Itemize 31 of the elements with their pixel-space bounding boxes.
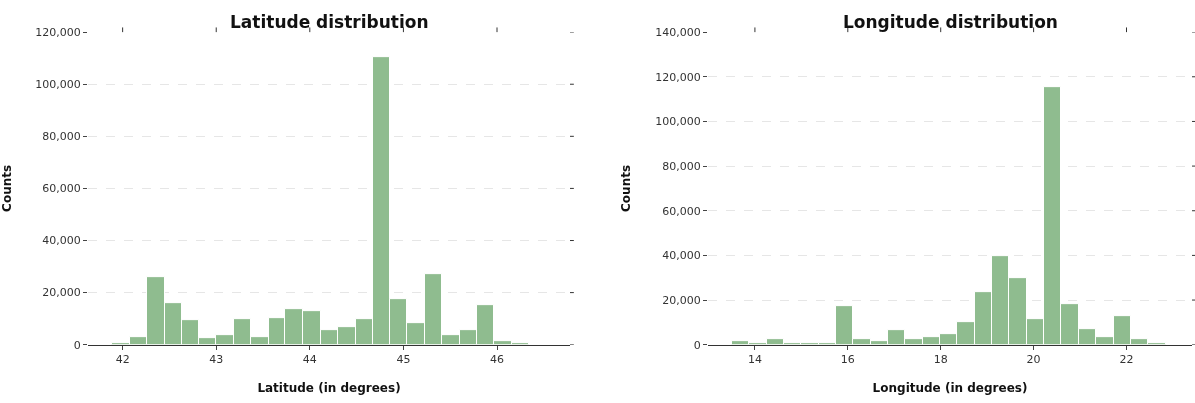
x-tick-label: 20 bbox=[1026, 352, 1041, 366]
y-axis-title: Counts bbox=[618, 164, 633, 212]
x-axis-title: Latitude (in degrees) bbox=[257, 380, 401, 395]
y-tick-label: 40,000 bbox=[662, 249, 701, 263]
x-tick-label: 44 bbox=[302, 352, 317, 366]
y-axis-title: Counts bbox=[0, 164, 14, 212]
x-tick-label: 22 bbox=[1119, 352, 1134, 366]
y-tick-label: 120,000 bbox=[655, 70, 701, 84]
y-tick-label: 100,000 bbox=[35, 78, 81, 92]
y-tick-label: 60,000 bbox=[42, 182, 81, 196]
y-tick-label: 40,000 bbox=[42, 234, 81, 248]
x-tick-label: 42 bbox=[115, 352, 130, 366]
y-tick-label: 0 bbox=[693, 338, 701, 352]
x-tick-label: 43 bbox=[209, 352, 224, 366]
y-tick-label: 80,000 bbox=[42, 130, 81, 144]
y-tick-label: 60,000 bbox=[662, 204, 701, 218]
x-tick-label: 14 bbox=[747, 352, 762, 366]
x-axis-title: Longitude (in degrees) bbox=[872, 380, 1028, 395]
y-tick-label: 100,000 bbox=[655, 115, 701, 129]
y-tick-label: 20,000 bbox=[42, 286, 81, 300]
x-tick-label: 46 bbox=[490, 352, 504, 366]
y-tick-label: 140,000 bbox=[655, 25, 701, 39]
y-tick-label: 80,000 bbox=[662, 159, 701, 173]
y-tick-label: 120,000 bbox=[35, 25, 81, 39]
chart-title: Longitude distribution bbox=[843, 12, 1058, 32]
chart-title: Latitude distribution bbox=[230, 12, 429, 32]
y-tick-label: 0 bbox=[73, 338, 81, 352]
x-tick-label: 16 bbox=[840, 352, 855, 366]
x-tick-label: 45 bbox=[396, 352, 411, 366]
y-tick-label: 20,000 bbox=[662, 293, 701, 307]
x-tick-label: 18 bbox=[933, 352, 948, 366]
